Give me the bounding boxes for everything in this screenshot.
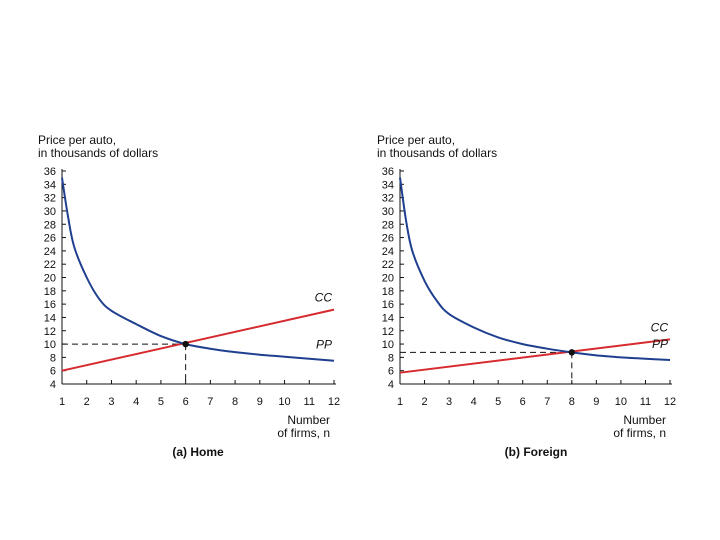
y-tick-label: 30 <box>382 206 394 218</box>
y-tick-label: 6 <box>388 366 394 378</box>
x-tick-label: 10 <box>615 396 627 408</box>
y-tick-label: 34 <box>382 179 394 191</box>
pp-curve <box>399 177 671 361</box>
pp-curve <box>61 177 335 362</box>
y-tick-label: 14 <box>382 312 394 324</box>
x-axis-title: of firms, n <box>277 426 330 440</box>
x-tick-label: 7 <box>544 396 550 408</box>
y-tick-label: 20 <box>382 273 394 285</box>
y-tick-label: 26 <box>382 233 394 245</box>
y-tick-label: 4 <box>50 379 56 391</box>
y-tick-label: 22 <box>382 259 394 271</box>
panel-caption: (b) Foreign <box>505 445 568 459</box>
cc-label: CC <box>315 291 333 305</box>
y-tick-label: 20 <box>44 273 56 285</box>
chart-panel-home: Price per auto,in thousands of dollars46… <box>38 133 340 459</box>
x-tick-label: 8 <box>232 396 238 408</box>
y-tick-label: 36 <box>44 166 56 178</box>
pp-label: PP <box>316 338 332 352</box>
y-tick-label: 10 <box>44 339 56 351</box>
y-tick-label: 4 <box>388 379 394 391</box>
y-tick-label: 26 <box>44 233 56 245</box>
equilibrium-point <box>182 340 189 348</box>
y-tick-label: 24 <box>382 246 394 258</box>
y-tick-label: 28 <box>44 219 56 231</box>
pp-label: PP <box>652 337 668 351</box>
y-tick-label: 22 <box>44 259 56 271</box>
y-tick-label: 36 <box>382 166 394 178</box>
x-tick-label: 2 <box>84 396 90 408</box>
y-tick-label: 30 <box>44 206 56 218</box>
cc-line <box>61 308 335 372</box>
y-axis-title: in thousands of dollars <box>377 146 497 160</box>
x-tick-label: 11 <box>304 396 315 408</box>
y-tick-label: 16 <box>382 299 394 311</box>
y-axis-title: Price per auto, <box>38 133 116 147</box>
x-tick-label: 1 <box>59 396 65 408</box>
x-tick-label: 4 <box>471 396 477 408</box>
cc-line <box>399 338 671 374</box>
y-tick-label: 24 <box>44 246 56 258</box>
y-axis-title: Price per auto, <box>377 133 455 147</box>
x-tick-label: 9 <box>593 396 599 408</box>
y-tick-label: 28 <box>382 219 394 231</box>
y-tick-label: 12 <box>44 326 56 338</box>
y-tick-label: 16 <box>44 299 56 311</box>
y-axis-title: in thousands of dollars <box>38 146 158 160</box>
x-tick-label: 10 <box>278 396 290 408</box>
x-tick-label: 12 <box>328 396 340 408</box>
x-tick-label: 5 <box>158 396 164 408</box>
x-tick-label: 5 <box>495 396 501 408</box>
x-axis-title: of firms, n <box>613 426 666 440</box>
x-tick-label: 2 <box>421 396 427 408</box>
x-tick-label: 4 <box>133 396 139 408</box>
x-tick-label: 9 <box>257 396 263 408</box>
y-tick-label: 32 <box>382 193 394 205</box>
x-tick-label: 3 <box>446 396 452 408</box>
x-tick-label: 11 <box>640 396 651 408</box>
y-tick-label: 14 <box>44 312 56 324</box>
y-tick-label: 18 <box>44 286 56 298</box>
chart-panel-foreign: Price per auto,in thousands of dollars46… <box>377 133 676 459</box>
equilibrium-point <box>568 349 576 356</box>
y-tick-label: 6 <box>50 366 56 378</box>
y-tick-label: 12 <box>382 326 394 338</box>
y-tick-label: 32 <box>44 193 56 205</box>
x-axis-title: Number <box>287 413 330 427</box>
x-tick-label: 7 <box>207 396 213 408</box>
y-tick-label: 34 <box>44 179 56 191</box>
x-tick-label: 12 <box>664 396 676 408</box>
panel-caption: (a) Home <box>172 445 224 459</box>
x-tick-label: 3 <box>108 396 114 408</box>
x-tick-label: 1 <box>397 396 403 408</box>
x-tick-label: 6 <box>183 396 189 408</box>
x-tick-label: 6 <box>520 396 526 408</box>
x-tick-label: 8 <box>569 396 575 408</box>
cc-label: CC <box>651 320 669 334</box>
x-axis-title: Number <box>623 413 666 427</box>
y-tick-label: 18 <box>382 286 394 298</box>
y-tick-label: 8 <box>50 352 56 364</box>
y-tick-label: 10 <box>382 339 394 351</box>
y-tick-label: 8 <box>388 352 394 364</box>
